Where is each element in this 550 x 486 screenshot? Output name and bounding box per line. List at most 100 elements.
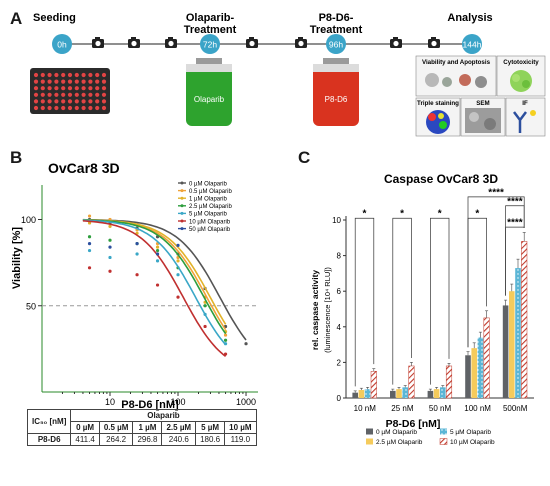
plate-well: [101, 99, 107, 104]
ic50-row-header: IC₅₀ [nM]: [26, 409, 72, 434]
legend-label: 2.5 µM Olaparib: [376, 439, 423, 446]
legend-swatch: [440, 428, 447, 435]
analysis-tile-if: IF: [505, 97, 546, 137]
plate-well: [95, 92, 100, 97]
data-point: [87, 242, 92, 246]
plate-well: [40, 86, 45, 91]
legend-marker: [180, 196, 184, 200]
ic50-value: 240.6: [161, 433, 197, 446]
plate-well: [47, 72, 52, 78]
plate-well: [81, 92, 86, 97]
chart-c-ylabel2: (luminescence [10⁴ RLU]): [323, 267, 332, 353]
plate-well: [33, 105, 39, 111]
stage-label-seeding: Seeding: [33, 12, 76, 24]
data-point: [176, 295, 180, 299]
data-point: [155, 252, 160, 256]
camera-icon: [92, 37, 104, 48]
legend-swatch: [439, 438, 448, 445]
ic50-col-header: 0 µM: [70, 421, 100, 434]
data-point: [223, 338, 228, 342]
bar: [509, 291, 515, 398]
data-point: [223, 333, 228, 337]
p8d6-bottle-icon: P8-D6: [313, 58, 359, 126]
ic50-value: 180.6: [195, 433, 226, 446]
ic50-table: IC₅₀ [nM] Olaparib 0 µM 0.5 µM 1 µM 2.5 …: [26, 409, 257, 446]
svg-text:Viability and Apoptosis: Viability and Apoptosis: [422, 59, 491, 66]
plate-well: [47, 86, 52, 91]
y-tick-label: 50: [26, 301, 36, 311]
caspase-legend: 0 µM Olaparib 5 µM Olaparib 2.5 µM Olapari…: [366, 428, 495, 446]
camera-icon: [246, 37, 258, 48]
plate-well: [61, 86, 66, 91]
data-point: [108, 224, 112, 228]
plate-well: [47, 79, 52, 84]
data-point: [155, 248, 160, 253]
plate-well: [95, 105, 100, 111]
plate-well: [88, 79, 93, 84]
plate-well: [33, 99, 39, 104]
viability-chart: 50 100 10 100 1000 0 µM Olaparib 0.5 µM Olapar…: [21, 181, 258, 407]
category-label: 10 nM: [354, 404, 377, 413]
analysis-tile-sem: SEM: [460, 97, 506, 137]
legend-marker: [180, 204, 184, 208]
plate-well: [81, 86, 86, 91]
plate-well: [61, 72, 66, 78]
bar: [396, 389, 402, 398]
ic50-col-header: 1 µM: [132, 421, 163, 434]
x-tick-label: 100: [171, 397, 186, 407]
legend-label: 10 µM Olaparib: [450, 439, 495, 446]
bar: [358, 389, 365, 398]
significance-bracket: [505, 205, 525, 296]
plate-well: [74, 86, 79, 91]
legend-marker: [180, 227, 184, 231]
plate-well: [40, 72, 45, 78]
panel-letter-c: C: [298, 148, 310, 167]
x-tick-label: 1000: [236, 397, 256, 407]
category-label: 100 nM: [464, 404, 491, 413]
data-point: [155, 245, 160, 249]
plate-well: [88, 105, 93, 111]
svg-text:144h: 144h: [463, 40, 482, 50]
camera-icon: [128, 37, 140, 48]
bar: [471, 348, 477, 398]
stage-label-p8d6-line2: Treatment: [310, 24, 363, 36]
timepoint-0h: 0h: [52, 34, 72, 54]
svg-text:Cytotoxicity: Cytotoxicity: [503, 59, 539, 66]
svg-text:72h: 72h: [203, 40, 217, 50]
data-point: [176, 259, 180, 263]
plate-well: [95, 79, 100, 84]
ic50-group-header: Olaparib: [70, 409, 257, 422]
plate-well: [88, 99, 93, 104]
plate-well: [61, 79, 66, 84]
bar: [445, 365, 453, 399]
bar: [390, 390, 396, 398]
stage-label-p8d6: P8-D6-: [319, 12, 354, 24]
data-point: [155, 283, 160, 287]
timepoint-144h: 144h: [462, 34, 482, 54]
bar: [477, 337, 484, 398]
significance-label: *: [475, 209, 479, 220]
bar: [370, 371, 377, 399]
ic50-col-header: 2.5 µM: [161, 421, 197, 434]
p8d6-bottle-label: P8-D6: [325, 95, 348, 104]
data-point: [108, 269, 112, 273]
chart-b-ylabel: Viability [%]: [11, 227, 23, 289]
chart-c-title: Caspase OvCar8 3D: [384, 172, 498, 186]
significance-label: ****: [507, 196, 523, 207]
legend-swatch: [366, 438, 373, 445]
significance-label: *: [363, 209, 367, 220]
ic50-row-label: P8-D6: [26, 433, 72, 446]
plate-well: [33, 79, 39, 84]
plate-well: [61, 92, 66, 97]
analysis-tile-viability: Viability and Apoptosis: [415, 55, 497, 97]
plate-well: [61, 99, 66, 104]
plate-well: [95, 86, 100, 91]
analysis-tile-cytotoxicity: Cytotoxicity: [496, 55, 546, 97]
chart-b-title: OvCar8 3D: [48, 160, 120, 176]
plate-well: [95, 99, 100, 104]
y-tick-label: 8: [337, 252, 342, 261]
bar: [402, 387, 408, 398]
camera-icons: [92, 37, 440, 48]
camera-icon: [295, 37, 307, 48]
